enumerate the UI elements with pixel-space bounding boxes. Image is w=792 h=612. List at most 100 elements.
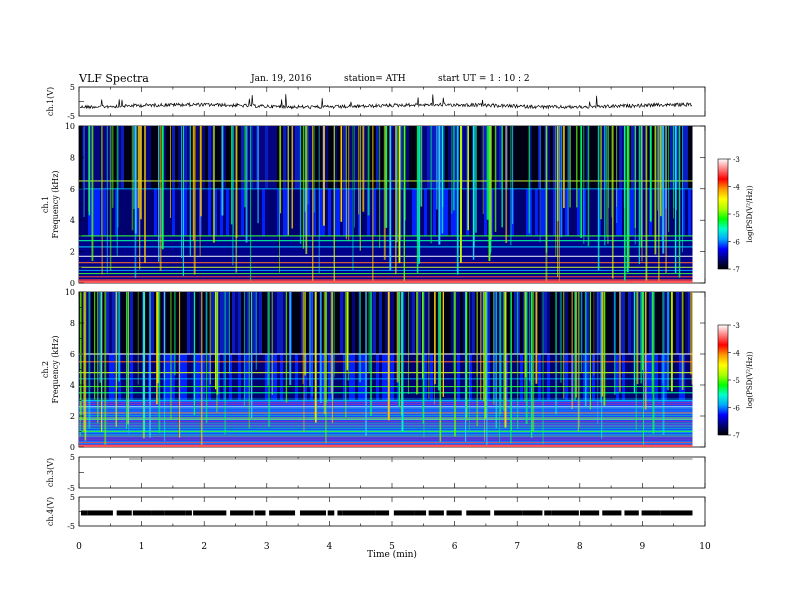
- spectro-column: [616, 292, 620, 354]
- spectro-column: [361, 188, 365, 236]
- spectro-column: [520, 188, 524, 236]
- spectro-column: [640, 400, 644, 447]
- spectro-column: [529, 126, 533, 189]
- spectro-column: [685, 188, 689, 236]
- spectro-column: [382, 292, 386, 354]
- waveform-segment: [164, 510, 186, 516]
- spectro-column: [91, 400, 95, 447]
- y-axis-label: Frequency (kHz): [51, 335, 60, 403]
- spectro-column: [367, 400, 371, 447]
- spectro-column: [625, 400, 629, 447]
- ytick-label-bottom: -5: [67, 112, 75, 121]
- spectro-column: [415, 400, 419, 447]
- spectro-column: [313, 188, 317, 236]
- spectro-column: [676, 235, 680, 283]
- spectro-column: [325, 126, 329, 189]
- xtick-label: 9: [640, 542, 646, 552]
- spectro-column: [337, 400, 341, 447]
- spectro-column: [526, 400, 530, 447]
- spectro-column: [307, 354, 311, 401]
- spectro-column: [229, 354, 233, 401]
- spectro-column: [370, 400, 374, 447]
- spectro-column: [112, 400, 116, 447]
- spectro-column: [655, 354, 659, 401]
- spectro-column: [94, 292, 98, 354]
- spectro-column: [274, 400, 278, 447]
- spectro-column: [190, 292, 194, 354]
- spectro-column: [589, 400, 593, 447]
- spectro-column: [184, 292, 188, 354]
- spectro-low-band: [79, 444, 693, 447]
- spectro-column: [466, 354, 470, 401]
- y-axis-label: Frequency (kHz): [51, 170, 60, 238]
- spectro-column: [601, 188, 605, 236]
- spectro-column: [406, 292, 410, 354]
- spectro-column: [487, 292, 491, 354]
- spectro-column: [145, 292, 149, 354]
- colorbar-2: [717, 324, 729, 436]
- spectro-column: [229, 235, 233, 283]
- spectro-column: [379, 292, 383, 354]
- spectro-column: [355, 354, 359, 401]
- spectro-column: [277, 292, 281, 354]
- spectro-column: [628, 188, 632, 236]
- spectro-column: [103, 126, 107, 189]
- spectro-column: [241, 188, 245, 236]
- spectro-column: [496, 292, 500, 354]
- spectro-column: [208, 400, 212, 447]
- spectro-column: [154, 126, 158, 189]
- spectro-column: [85, 126, 89, 189]
- spectro-column: [274, 126, 278, 189]
- spectro-column: [106, 400, 110, 447]
- spectro-column: [244, 292, 248, 354]
- waveform-segment: [254, 510, 266, 516]
- spectro-column: [445, 292, 449, 354]
- spectro-column: [124, 400, 128, 447]
- spectro-column: [172, 126, 176, 189]
- spectro-column: [301, 235, 305, 283]
- spectro-column: [220, 235, 224, 283]
- spectro-column: [637, 188, 641, 236]
- spectro-column: [574, 188, 578, 236]
- spectro-column: [538, 292, 542, 354]
- spectro-column: [409, 400, 413, 447]
- spectro-column: [496, 126, 500, 189]
- spectro-column: [349, 400, 353, 447]
- spectro-column: [424, 292, 428, 354]
- spectro-column: [553, 354, 557, 401]
- spectro-column: [226, 235, 230, 283]
- spectro-column: [685, 354, 689, 401]
- spectro-column: [586, 188, 590, 236]
- spectro-column: [568, 354, 572, 401]
- spectro-column: [322, 235, 326, 283]
- spectro-column: [274, 354, 278, 401]
- spectro-column: [211, 354, 215, 401]
- spectro-column: [676, 400, 680, 447]
- spectro-column: [628, 126, 632, 189]
- spectro-column: [541, 235, 545, 283]
- spectro-column: [91, 354, 95, 401]
- spectro-column: [607, 235, 611, 283]
- spectro-column: [652, 126, 656, 189]
- spectro-column: [493, 354, 497, 401]
- spectro-column: [163, 188, 167, 236]
- spectro-column: [301, 188, 305, 236]
- spectro-column: [622, 292, 626, 354]
- spectro-column: [259, 188, 263, 236]
- spectro-column: [667, 400, 671, 447]
- spectro-column: [190, 126, 194, 189]
- spectro-column: [565, 126, 569, 189]
- spectro-column: [682, 292, 686, 354]
- spectro-column: [106, 354, 110, 401]
- spectro-column: [460, 400, 464, 447]
- spectro-column: [226, 400, 230, 447]
- spectro-column: [271, 400, 275, 447]
- spectro-column: [685, 235, 689, 283]
- spectro-column: [268, 188, 272, 236]
- waveform-segment: [87, 510, 113, 516]
- spectro-column: [355, 292, 359, 354]
- spectro-column: [598, 292, 602, 354]
- spectro-column: [655, 292, 659, 354]
- spectro-column: [244, 354, 248, 401]
